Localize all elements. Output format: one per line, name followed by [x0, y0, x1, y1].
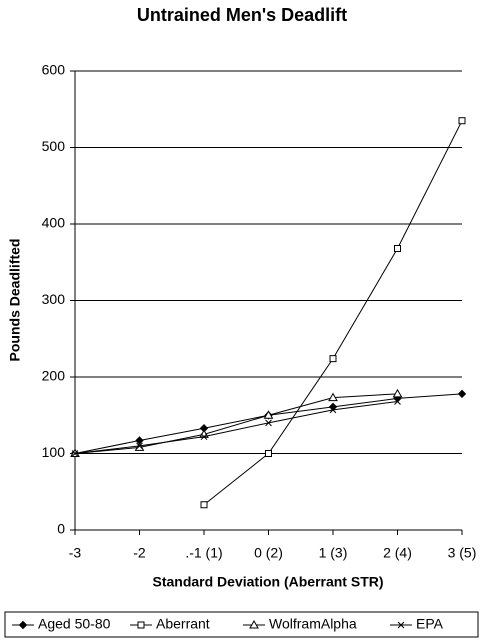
chart-title: Untrained Men's Deadlift: [137, 5, 347, 25]
marker: [458, 117, 466, 125]
marker: [137, 621, 145, 629]
legend-label: Aged 50-80: [38, 616, 111, 632]
x-tick-label: -2: [133, 545, 146, 561]
y-tick-label: 600: [42, 62, 66, 78]
legend-box: [4, 611, 479, 638]
x-tick-label: 2 (4): [383, 545, 412, 561]
legend-label: EPA: [416, 616, 444, 632]
x-axis-label: Standard Deviation (Aberrant STR): [152, 574, 383, 590]
marker: [394, 398, 401, 405]
marker: [71, 450, 79, 457]
legend-label: Aberrant: [156, 616, 210, 632]
y-tick-label: 200: [42, 368, 66, 384]
marker: [328, 392, 338, 402]
marker: [200, 501, 208, 509]
marker: [249, 619, 259, 629]
legend-label: WolframAlpha: [269, 616, 357, 632]
series-line: [203, 120, 463, 506]
y-tick-label: 500: [42, 138, 66, 154]
marker: [200, 433, 208, 441]
x-tick-label: 1 (3): [319, 545, 348, 561]
y-axis-label: Pounds Deadlifted: [7, 239, 23, 362]
marker: [134, 442, 145, 451]
marker: [18, 620, 28, 630]
x-tick-label: .-1 (1): [185, 545, 222, 561]
series-line: [74, 400, 398, 454]
x-tick-label: 3 (5): [448, 545, 477, 561]
marker: [397, 621, 405, 629]
marker: [136, 442, 143, 450]
x-tick-label: 0 (2): [254, 545, 283, 561]
y-tick-label: 300: [42, 291, 66, 307]
marker: [457, 389, 467, 399]
marker: [263, 410, 274, 419]
marker: [329, 406, 337, 414]
marker: [265, 450, 272, 457]
x-tick-label: -3: [69, 545, 82, 561]
marker: [329, 355, 337, 363]
marker: [392, 388, 403, 398]
y-tick-label: 0: [57, 521, 65, 537]
y-tick-label: 400: [42, 215, 66, 231]
series-line: [74, 393, 463, 454]
series-line: [74, 393, 398, 454]
marker: [265, 419, 272, 427]
y-tick-label: 100: [42, 444, 66, 460]
marker: [394, 244, 401, 252]
